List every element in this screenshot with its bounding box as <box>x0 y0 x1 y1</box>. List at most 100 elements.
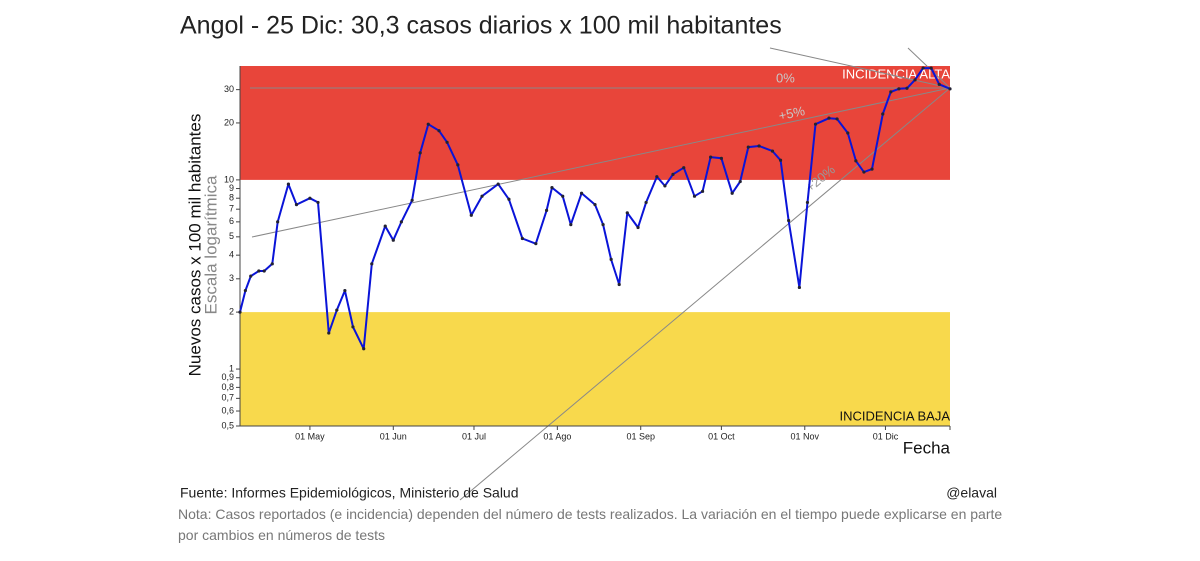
annotation: +5% <box>777 103 806 123</box>
data-point <box>719 156 724 160</box>
y-tick-label: 2 <box>229 306 234 316</box>
data-point <box>507 197 511 201</box>
data-point <box>270 262 274 266</box>
y-tick-label: 8 <box>229 193 234 203</box>
data-point <box>456 163 460 167</box>
reference-line <box>459 87 951 501</box>
data-point <box>655 175 659 179</box>
y-tick-label: 7 <box>229 204 234 214</box>
data-point <box>897 87 901 91</box>
data-point <box>700 189 705 193</box>
data-point <box>257 269 261 273</box>
y-tick-label: 0,6 <box>221 405 234 415</box>
data-point <box>746 145 750 149</box>
data-point <box>383 224 387 228</box>
data-point <box>797 285 801 290</box>
data-point <box>787 218 791 223</box>
data-point <box>644 200 648 205</box>
data-point <box>569 223 573 227</box>
data-point <box>362 347 366 351</box>
data-point <box>738 179 742 184</box>
data-point <box>520 236 524 241</box>
data-point <box>445 140 449 144</box>
data-point <box>846 131 850 135</box>
chart-title: Angol - 25 Dic: 30,3 casos diarios x 100… <box>180 12 782 40</box>
author: @elaval <box>946 485 997 501</box>
data-point <box>692 194 697 198</box>
band-label: INCIDENCIA BAJA <box>839 408 950 423</box>
data-point <box>805 200 810 205</box>
data-point <box>426 122 430 126</box>
x-tick-label: 01 Nov <box>791 431 820 441</box>
data-point <box>682 166 686 170</box>
x-axis-label: Fecha <box>903 438 951 457</box>
data-point <box>636 225 640 230</box>
data-point <box>343 288 347 293</box>
y-tick-label: 30 <box>224 84 234 94</box>
data-point <box>778 158 783 162</box>
data-point <box>316 200 320 205</box>
data-point <box>327 331 331 335</box>
data-point <box>335 308 339 312</box>
x-tick-label: 01 Sep <box>626 431 655 441</box>
data-point <box>243 288 247 293</box>
x-tick-label: 01 Jun <box>380 431 407 441</box>
data-point <box>617 282 621 287</box>
data-point <box>469 213 473 217</box>
data-point <box>609 257 613 261</box>
band <box>240 66 950 180</box>
data-point <box>663 184 667 188</box>
data-point <box>913 78 917 82</box>
data-point <box>410 198 414 202</box>
data-point <box>249 274 253 278</box>
y-tick-label: 3 <box>229 273 234 283</box>
y-tick-label: 6 <box>229 216 234 226</box>
y-tick-label: 1 <box>229 363 234 373</box>
x-tick-label: 01 Dic <box>873 431 899 441</box>
data-point <box>827 116 831 120</box>
note-box: Nota: Casos reportados (e incidencia) de… <box>178 506 1003 543</box>
data-point <box>286 182 291 186</box>
data-point <box>544 208 549 212</box>
data-point <box>862 170 866 174</box>
x-tick-label: 01 Ago <box>543 431 571 441</box>
data-point <box>550 186 554 190</box>
y-tick-label: 10 <box>224 174 234 184</box>
data-point <box>593 203 597 207</box>
data-point <box>308 196 312 200</box>
data-point <box>625 211 629 215</box>
data-point <box>601 223 605 227</box>
data-point <box>480 194 484 198</box>
data-point <box>561 194 565 198</box>
note: Nota: Casos reportados (e incidencia) de… <box>178 506 1003 543</box>
y-tick-label: 4 <box>229 250 234 260</box>
data-point <box>881 112 885 116</box>
data-point <box>262 269 266 273</box>
y-tick-label: 0,7 <box>221 393 234 403</box>
data-point <box>813 122 818 126</box>
data-point <box>905 86 909 90</box>
band <box>240 312 950 426</box>
y-tick-label: 0,8 <box>221 382 234 392</box>
data-point <box>948 87 952 91</box>
data-point <box>496 182 500 186</box>
data-point <box>418 151 422 155</box>
y-axis-label: Nuevos casos x 100 mil habitantes <box>185 114 204 377</box>
data-point <box>238 310 242 314</box>
data-point <box>276 220 280 224</box>
reference-line <box>251 87 951 238</box>
x-tick-label: 01 May <box>295 431 325 441</box>
reference-line <box>769 47 951 89</box>
data-point <box>534 242 538 246</box>
data-point <box>671 172 675 176</box>
data-point <box>929 66 933 70</box>
annotation: 0% <box>776 70 795 85</box>
y-tick-label: 5 <box>229 231 234 241</box>
data-point <box>730 191 734 195</box>
data-point <box>835 117 839 121</box>
data-point <box>351 325 355 329</box>
data-point <box>391 238 395 242</box>
source: Fuente: Informes Epidemiológicos, Minist… <box>180 485 519 501</box>
x-tick-label: 01 Jul <box>462 431 486 441</box>
